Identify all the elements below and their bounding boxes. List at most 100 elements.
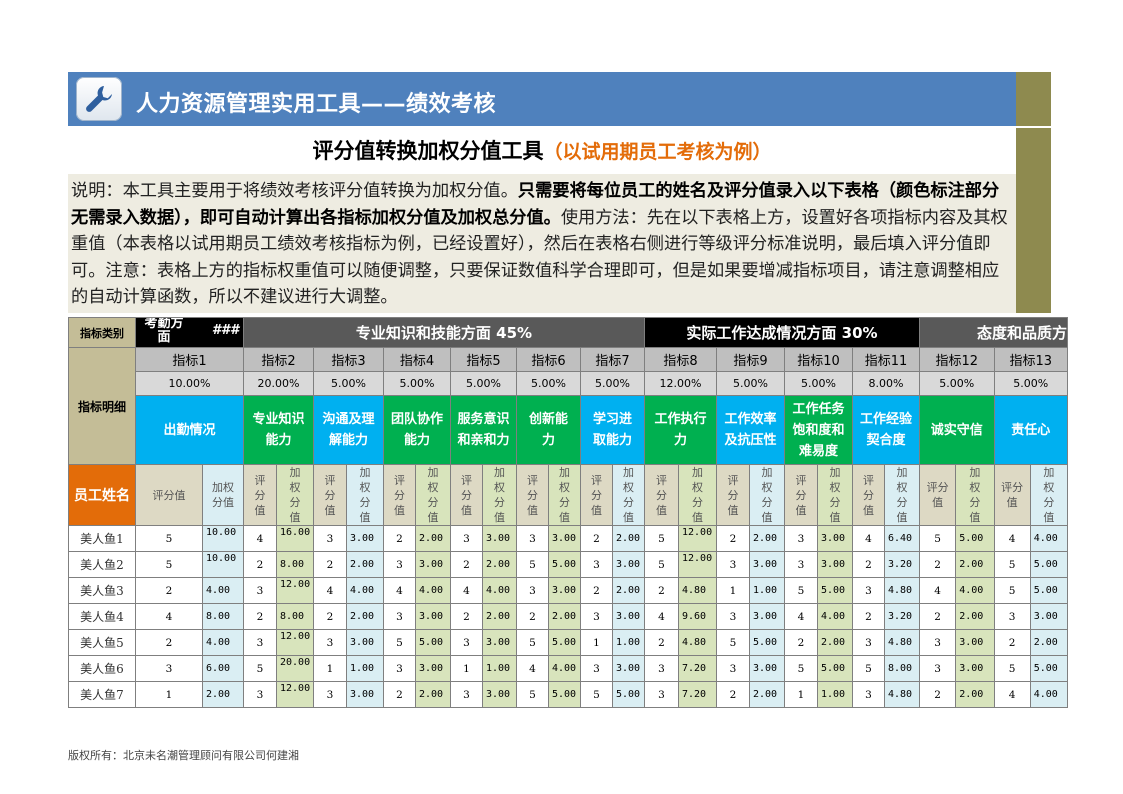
- indicator-weight: 5.00%: [784, 371, 853, 396]
- weighted-value: 2.00: [346, 603, 384, 630]
- indicator-code: 指标10: [784, 347, 853, 372]
- score-table: 指标类别 考勤方面 ### 专业知识和技能方面 45% 实际工作达成情况方面 30% 态度…: [68, 317, 1069, 708]
- weighted-subheader: 加权分值: [678, 464, 717, 526]
- score-subheader: 评分值: [450, 464, 483, 526]
- weighted-value: 12.00: [678, 525, 717, 552]
- indicator-code: 指标5: [450, 347, 517, 372]
- score-value: 4: [383, 577, 416, 604]
- weighted-value: 2.00: [415, 525, 451, 552]
- score-subheader: 评分值: [383, 464, 416, 526]
- weighted-value: 2.00: [955, 603, 995, 630]
- copyright-footer: 版权所有：北京未名潮管理顾问有限公司何建湘: [68, 749, 299, 762]
- category-professional: 专业知识和技能方面 45%: [243, 317, 645, 348]
- weighted-value: 4.00: [415, 577, 451, 604]
- weighted-subheader: 加权分值: [548, 464, 581, 526]
- employee-name: 美人鱼6: [68, 655, 136, 682]
- score-value: 3: [516, 577, 549, 604]
- employee-name: 美人鱼3: [68, 577, 136, 604]
- score-value: 5: [716, 629, 750, 656]
- description-usage: 使用方法：先在以下表格上方，设置好各项指标内容及其权重值（本表格以试用期员工绩效…: [71, 207, 1008, 308]
- indicator-name: 沟通及理解能力: [313, 395, 384, 465]
- sheet-edge-strip: [1016, 72, 1051, 313]
- score-value: 5: [784, 577, 818, 604]
- score-value: 5: [516, 681, 549, 708]
- weighted-value: 2.00: [612, 525, 645, 552]
- weighted-value: 8.00: [276, 551, 314, 578]
- weighted-value: 5.00: [548, 551, 581, 578]
- score-subheader: 评分值: [135, 464, 203, 526]
- score-value: 3: [243, 681, 277, 708]
- indicator-name: 工作执行力: [644, 395, 717, 465]
- score-subheader: 评分值: [580, 464, 613, 526]
- weighted-value: 5.00: [1029, 655, 1069, 682]
- weighted-value: 4.00: [482, 577, 517, 604]
- description-panel: 说明：本工具主要用于将绩效考核评分值转换为加权分值。只需要将每位员工的姓名及评分…: [68, 174, 1016, 313]
- indicator-weight: 5.00%: [383, 371, 451, 396]
- indicator-name: 工作任务饱和度和难易度: [784, 395, 853, 465]
- indicator-code: 指标4: [383, 347, 451, 372]
- weighted-value: 8.00: [202, 603, 244, 630]
- category-attendance-overflow: ###: [211, 323, 239, 338]
- score-value: 4: [784, 603, 818, 630]
- indicator-name: 学习进取能力: [580, 395, 645, 465]
- indicator-name: 工作经验契合度: [852, 395, 920, 465]
- weighted-value: 2.00: [612, 577, 645, 604]
- subtitle-row: 评分值转换加权分值工具（以试用期员工考核为例）: [68, 127, 1016, 173]
- score-subheader: 评分值: [516, 464, 549, 526]
- score-value: 3: [852, 629, 885, 656]
- weighted-value: 5.00: [548, 629, 581, 656]
- indicator-weight: 8.00%: [852, 371, 920, 396]
- weighted-value: 5.00: [955, 525, 995, 552]
- score-value: 5: [243, 655, 277, 682]
- score-subheader: 评分值: [918, 464, 957, 526]
- indicator-code: 指标9: [716, 347, 785, 372]
- category-label-cell: 指标类别: [68, 317, 136, 348]
- score-value: 2: [644, 629, 679, 656]
- weighted-value: 3.00: [482, 681, 517, 708]
- score-value: 3: [450, 681, 483, 708]
- score-value: 3: [852, 577, 885, 604]
- score-subheader: 评分值: [993, 464, 1031, 526]
- score-value: 2: [313, 551, 347, 578]
- score-value: 4: [313, 577, 347, 604]
- score-value: 2: [383, 681, 416, 708]
- weighted-subheader: 加权分值: [884, 464, 920, 526]
- weighted-value: 3.00: [548, 577, 581, 604]
- weighted-value: 4.80: [884, 577, 920, 604]
- weighted-value: 4.00: [955, 577, 995, 604]
- score-value: 2: [644, 577, 679, 604]
- score-value: 3: [580, 655, 613, 682]
- employee-name: 美人鱼2: [68, 551, 136, 578]
- score-value: 3: [580, 603, 613, 630]
- employee-name-header: 员工姓名: [68, 464, 136, 526]
- description-emphasis: 只需要将每位员工的姓名及评分值录入以下表格（颜色标注部分无需录入数据），即可自动…: [71, 181, 1000, 228]
- weighted-value: 6.00: [202, 655, 244, 682]
- weighted-value: 20.00: [276, 655, 314, 682]
- weighted-value: 4.00: [202, 629, 244, 656]
- score-value: 5: [516, 629, 549, 656]
- score-value: 3: [135, 655, 203, 682]
- score-value: 1: [784, 681, 818, 708]
- score-value: 5: [644, 551, 679, 578]
- score-value: 2: [918, 551, 957, 578]
- weighted-value: 10.00: [202, 525, 244, 552]
- score-value: 2: [716, 681, 750, 708]
- weighted-value: 4.80: [678, 629, 717, 656]
- weighted-value: 10.00: [202, 551, 244, 578]
- score-value: 3: [313, 525, 347, 552]
- indicator-weight: 12.00%: [644, 371, 717, 396]
- score-value: 2: [135, 577, 203, 604]
- weighted-value: 3.20: [884, 603, 920, 630]
- score-value: 3: [383, 551, 416, 578]
- indicator-name: 诚实守信: [919, 395, 995, 465]
- weighted-value: 2.00: [1029, 629, 1069, 656]
- weighted-value: 5.00: [749, 629, 785, 656]
- weighted-value: 1.00: [346, 655, 384, 682]
- indicator-weight: 5.00%: [516, 371, 581, 396]
- weighted-value: 2.00: [749, 525, 785, 552]
- score-value: 1: [716, 577, 750, 604]
- weighted-value: 7.20: [678, 655, 717, 682]
- score-value: 3: [243, 577, 277, 604]
- score-value: 4: [243, 525, 277, 552]
- score-value: 4: [993, 525, 1031, 552]
